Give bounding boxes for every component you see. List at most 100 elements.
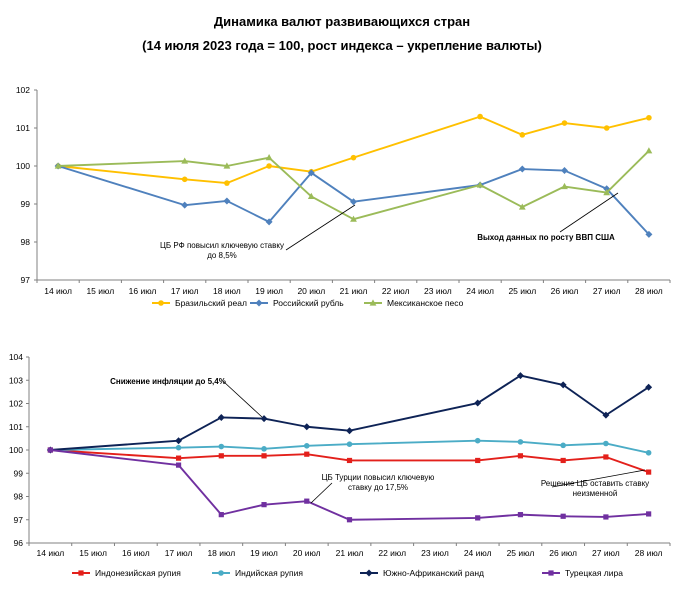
y-tick-label: 102: [9, 399, 23, 409]
x-tick-label: 27 июл: [593, 286, 621, 296]
data-point: [350, 215, 357, 222]
series-мексиканское-песо: [54, 147, 653, 222]
x-tick-label: 20 июл: [293, 548, 321, 558]
annotation: Снижение инфляции до 5,4%: [110, 377, 263, 418]
data-point: [304, 451, 310, 457]
x-tick-label: 25 июл: [507, 548, 535, 558]
legend-label: Российский рубль: [273, 298, 344, 308]
data-point: [261, 453, 267, 459]
x-tick-label: 22 июл: [378, 548, 406, 558]
data-point: [261, 446, 267, 452]
y-tick-label: 100: [16, 161, 30, 171]
data-point: [603, 125, 610, 131]
data-point: [218, 443, 225, 450]
data-point: [517, 512, 524, 518]
annotation-text: Снижение инфляции до 5,4%: [110, 377, 226, 386]
annotation-pointer: [559, 192, 619, 233]
data-point: [475, 515, 481, 521]
data-point: [175, 444, 182, 451]
data-point: [346, 427, 353, 435]
x-tick-label: 14 июл: [37, 548, 65, 558]
data-point: [304, 498, 310, 504]
top-chart: 97 98 99 100 101 102 14 июл 15 июл 16 июл 17 июл 1…: [16, 85, 671, 308]
data-point: [265, 154, 273, 161]
x-tick-label: 24 июл: [464, 548, 492, 558]
series-российский-рубль: [54, 162, 653, 238]
x-tick-label: 24 июл: [466, 286, 494, 296]
y-tick-label: 97: [21, 275, 31, 285]
data-point: [645, 449, 652, 456]
annotation-text: Решение ЦБ оставить ставку: [541, 479, 649, 488]
series-турецкая-лира: [47, 447, 652, 523]
data-point: [175, 462, 182, 468]
data-point: [646, 511, 652, 517]
data-point: [561, 120, 568, 126]
annotation-text: ЦБ РФ повысил ключевую ставку: [160, 241, 284, 250]
data-point: [517, 453, 524, 459]
annotation-pointer: [310, 482, 333, 504]
data-point: [218, 512, 224, 518]
data-point: [519, 132, 526, 138]
legend-item: Мексиканское песо: [364, 298, 464, 308]
x-tick-label: 25 июл: [508, 286, 536, 296]
data-point: [181, 157, 189, 164]
legend-marker: [369, 299, 377, 306]
chart-title-line2: (14 июля 2023 года = 100, рост индекса –…: [142, 38, 542, 53]
data-point: [645, 383, 653, 391]
data-point: [350, 198, 357, 206]
data-point: [303, 423, 311, 431]
y-tick-label: 100: [9, 445, 23, 455]
x-tick-label: 28 июл: [635, 286, 663, 296]
data-point: [346, 441, 353, 447]
x-tick-label: 17 июл: [171, 286, 199, 296]
series-бразильский-реал: [55, 113, 652, 186]
data-point: [217, 413, 225, 421]
legend-item: Южно-Африканский ранд: [360, 568, 484, 578]
data-point: [346, 517, 353, 523]
y-tick-label: 103: [9, 375, 23, 385]
annotation-pointer: [551, 469, 646, 488]
legend-marker: [548, 570, 554, 576]
data-point: [303, 443, 310, 449]
data-point: [516, 372, 524, 380]
y-tick-label: 104: [9, 352, 23, 362]
data-point: [603, 514, 609, 520]
data-point: [645, 230, 653, 238]
data-point: [346, 457, 353, 464]
data-point: [517, 439, 524, 445]
legend-label: Южно-Африканский ранд: [383, 568, 484, 578]
data-point: [560, 457, 566, 464]
series-индийская-рупия: [47, 437, 652, 456]
y-tick-label: 102: [16, 85, 30, 95]
x-tick-label: 16 июл: [122, 548, 150, 558]
annotation: Выход данных по росту ВВП США: [477, 192, 619, 242]
legend-item: Индийская рупия: [212, 568, 303, 578]
x-tick-label: 23 июл: [421, 548, 449, 558]
x-tick-label: 18 июл: [207, 548, 235, 558]
y-tick-label: 98: [14, 492, 24, 502]
annotation-text: Выход данных по росту ВВП США: [477, 233, 615, 242]
legend-marker: [218, 570, 224, 576]
data-point: [603, 189, 611, 196]
data-point: [475, 457, 481, 464]
data-point: [645, 147, 653, 154]
legend-label: Бразильский реал: [175, 298, 247, 308]
data-point: [559, 381, 567, 389]
legend-label: Мексиканское песо: [387, 298, 464, 308]
data-point: [54, 162, 62, 169]
x-tick-label: 18 июл: [213, 286, 241, 296]
y-tick-label: 98: [21, 237, 31, 247]
data-point: [181, 176, 188, 183]
x-tick-label: 15 июл: [79, 548, 107, 558]
data-point: [224, 180, 230, 186]
legend-item: Индонезийская рупия: [72, 568, 181, 578]
x-tick-label: 16 июл: [129, 286, 157, 296]
legend-label: Индонезийская рупия: [95, 568, 181, 578]
legend-item: Бразильский реал: [152, 298, 247, 308]
data-point: [350, 154, 357, 161]
y-tick-label: 96: [14, 538, 24, 548]
annotation-text: ставку до 17,5%: [348, 483, 408, 492]
